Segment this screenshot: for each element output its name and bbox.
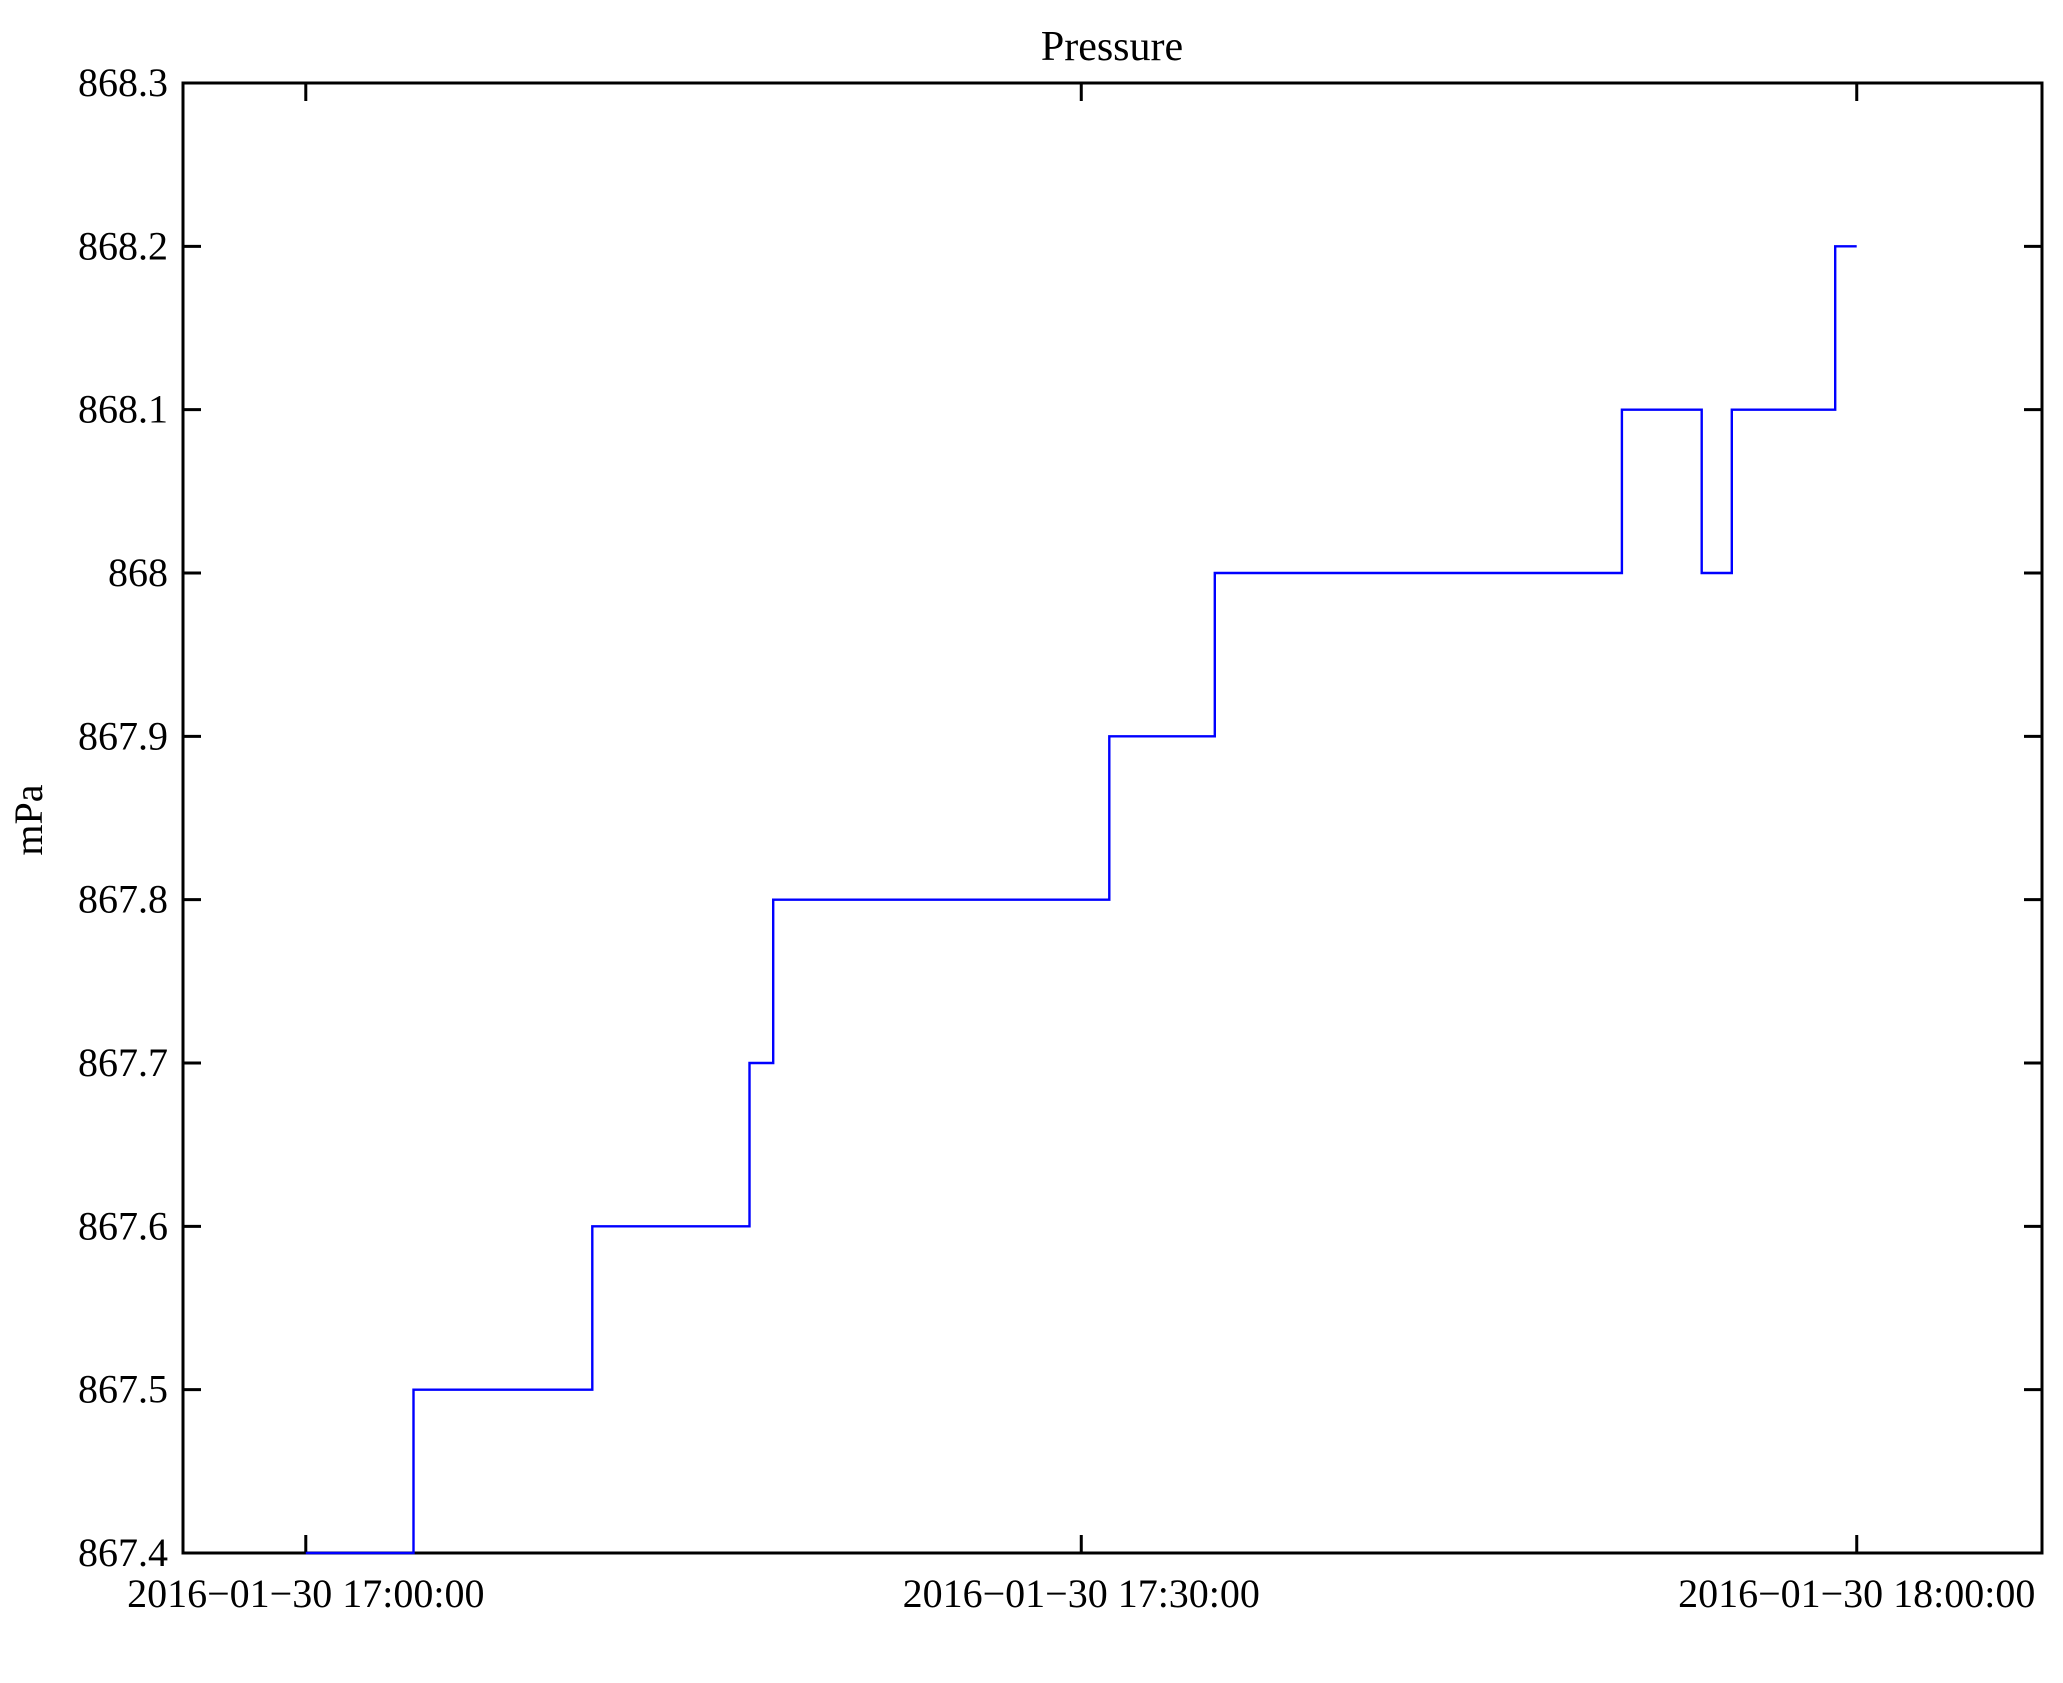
x-tick-label: 2016−01−30 18:00:00 bbox=[1678, 1571, 2035, 1616]
y-tick-label: 868.2 bbox=[78, 223, 168, 268]
y-tick-label: 867.6 bbox=[78, 1203, 168, 1248]
y-tick-label: 867.7 bbox=[78, 1040, 168, 1085]
y-tick-label: 868 bbox=[108, 550, 168, 595]
y-tick-label: 868.3 bbox=[78, 60, 168, 105]
y-tick-label: 867.9 bbox=[78, 713, 168, 758]
y-axis-label: mPa bbox=[6, 784, 51, 855]
plot-border bbox=[181, 81, 2044, 1555]
y-tick-label: 868.1 bbox=[78, 387, 168, 432]
y-tick-label: 867.5 bbox=[78, 1367, 168, 1412]
y-tick-label: 867.8 bbox=[78, 877, 168, 922]
pressure-series-line bbox=[305, 245, 1857, 1555]
chart-title: Pressure bbox=[1041, 24, 1183, 70]
x-tick-label: 2016−01−30 17:00:00 bbox=[127, 1571, 484, 1616]
y-tick-label: 867.4 bbox=[78, 1530, 168, 1575]
x-tick-label: 2016−01−30 17:30:00 bbox=[903, 1571, 1260, 1616]
